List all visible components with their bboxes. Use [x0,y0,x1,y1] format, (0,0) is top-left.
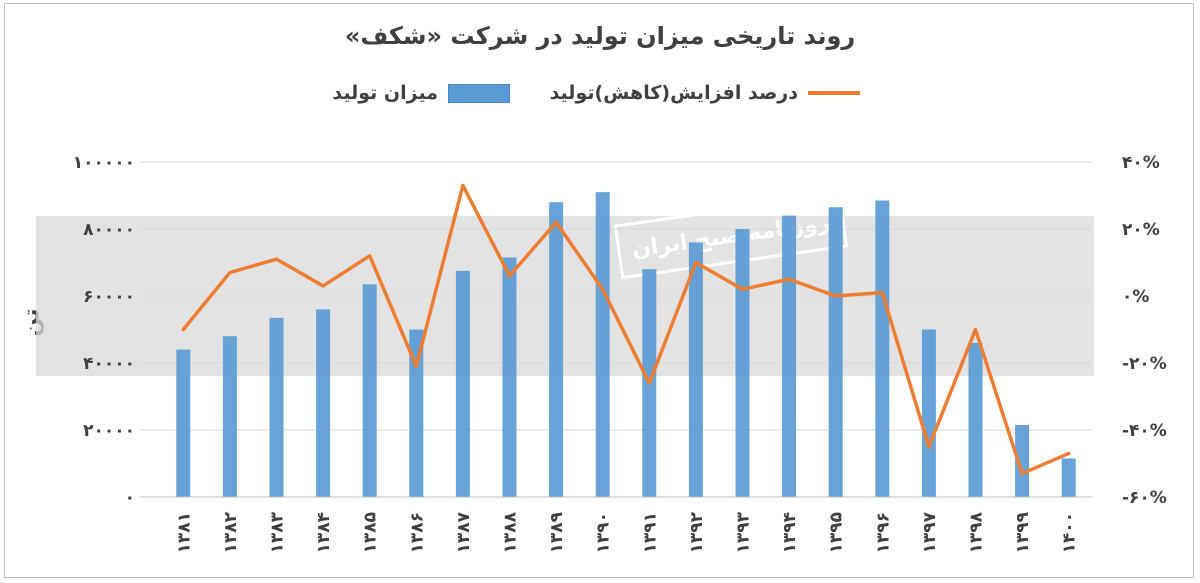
bar [269,317,284,497]
bar [828,207,843,497]
bar [735,229,750,497]
y-left-tick-label: ۲۰۰۰۰ [83,421,135,441]
line-point [368,254,372,258]
bar [502,257,517,497]
line-point [508,274,511,278]
y-right-tick-label: -۴۰% [1122,421,1167,441]
x-tick-label: ۱۳۹۲ [687,511,707,553]
line-point [647,381,651,385]
chart-title: روند تاریخی میزان تولید در شرکت «شکف» [344,22,856,50]
line-point [927,445,931,449]
bar [595,192,610,497]
x-tick-label: ۱۳۹۸ [967,511,987,553]
x-tick-label: ۱۳۹۴ [780,512,800,554]
legend-item-line: درصد افزایش(کاهش)تولید [550,82,860,104]
line-point [414,364,418,368]
line-point [787,277,791,281]
bar [409,329,424,497]
y-left-tick-label: ۸۰۰۰۰ [83,220,135,240]
x-tick-label: ۱۳۹۳ [734,511,754,553]
x-tick-label: ۱۳۸۸ [501,511,521,553]
y-left-tick-label: ۰ [125,488,135,508]
x-tick-label: ۱۳۸۵ [361,512,381,554]
bar [875,200,890,497]
x-tick-label: ۱۳۹۰ [594,512,614,554]
line-point [880,291,884,295]
legend-bar-label: میزان تولید [332,82,438,104]
bar [921,329,936,497]
x-tick-label: ۱۳۸۳ [268,511,288,553]
x-tick-label: ۱۳۸۴ [314,512,334,554]
x-tick-label: ۱۳۹۵ [827,512,847,554]
bar [549,202,564,497]
x-tick-label: ۱۳۸۷ [454,511,474,553]
bar [1061,458,1076,497]
bar [782,215,797,497]
y-left-tick-label: ۴۰۰۰۰ [83,354,135,374]
line-point [461,183,465,187]
bar [316,309,331,497]
y-right-tick-label: ۴۰% [1122,153,1160,173]
bar [455,270,470,497]
bar [362,284,377,497]
chart-legend: درصد افزایش(کاهش)تولید میزان تولید [0,82,1200,116]
bar [1015,424,1030,497]
y-right-tick-label: ۰% [1122,287,1149,307]
x-tick-label: ۱۳۸۹ [547,511,567,553]
legend-bar-swatch [448,83,510,103]
line-point [694,261,698,264]
line-point [1067,451,1071,455]
y-right-tick-label: -۲۰% [1122,354,1167,374]
x-tick-label: ۱۳۸۱ [174,512,194,554]
line-point [741,287,744,291]
line-point [321,284,325,288]
y-left-tick-label: ۱۰۰۰۰۰ [73,153,135,173]
bar [222,336,237,497]
bar [968,342,983,497]
line-point [554,220,558,224]
y-left-tick-label: ۶۰۰۰۰ [83,287,135,307]
line-point [974,328,977,331]
legend-line-swatch [808,91,860,95]
x-tick-label: ۱۳۹۶ [873,512,893,554]
line-point [1020,472,1024,476]
y-right-tick-label: ۲۰% [1122,220,1160,240]
x-tick-label: ۱۳۹۹ [1013,511,1033,553]
line-point [181,328,185,331]
watermark-box [613,192,849,280]
y-right-tick-label: -۶۰% [1122,488,1167,508]
legend-item-bar: میزان تولید [332,82,510,104]
line-point [275,257,278,261]
x-tick-label: ۱۳۸۶ [407,512,427,554]
legend-line-label: درصد افزایش(کاهش)تولید [549,82,798,104]
line-point [834,294,838,298]
x-tick-label: ۱۳۹۷ [920,511,940,553]
line-point [228,271,232,275]
x-tick-label: ۱۳۹۱ [640,512,660,554]
x-tick-label: ۱۴۰۰ [1060,512,1080,554]
line-point [601,287,605,291]
bar [688,242,703,497]
x-tick-label: ۱۳۸۲ [221,511,241,553]
bar [176,349,191,497]
line-series [181,183,1071,476]
